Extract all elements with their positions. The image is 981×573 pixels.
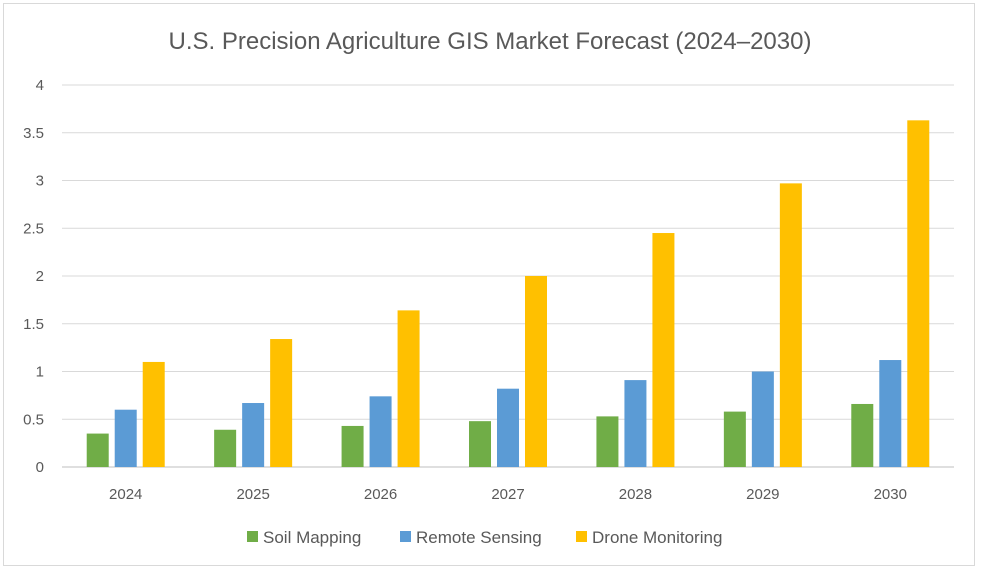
- bar-remote-sensing-2026: [369, 396, 392, 467]
- bar-remote-sensing-2029: [751, 371, 774, 467]
- bar-soil-mapping-2026: [341, 425, 364, 467]
- x-tick-label: 2029: [746, 486, 779, 503]
- y-tick-label: 4: [36, 77, 44, 94]
- x-axis-ticks: 2024 2025 2026 2027 2028 2029 2030: [109, 486, 907, 503]
- x-tick-label: 2025: [236, 486, 269, 503]
- bar-drone-monitoring-2025: [270, 339, 293, 467]
- bar-remote-sensing-2028: [624, 380, 647, 467]
- x-tick-label: 2024: [109, 486, 142, 503]
- bar-remote-sensing-2030: [879, 360, 902, 467]
- y-tick-label: 3.5: [23, 125, 44, 142]
- y-tick-label: 0.5: [23, 411, 44, 428]
- x-tick-label: 2028: [619, 486, 652, 503]
- chart-frame: [3, 3, 975, 566]
- x-tick-label: 2026: [364, 486, 397, 503]
- y-axis-ticks: 0 0.5 1 1.5 2 2.5 3 3.5 4: [23, 77, 44, 476]
- x-tick-label: 2030: [874, 486, 907, 503]
- bar-soil-mapping-2024: [86, 433, 109, 467]
- y-tick-label: 1.5: [23, 316, 44, 333]
- y-tick-label: 1: [36, 364, 44, 381]
- bar-remote-sensing-2025: [242, 403, 265, 467]
- bar-soil-mapping-2030: [851, 403, 874, 467]
- bar-soil-mapping-2025: [214, 429, 237, 467]
- legend-swatch: [400, 531, 411, 542]
- bar-drone-monitoring-2024: [142, 361, 165, 467]
- bar-soil-mapping-2028: [596, 416, 619, 467]
- y-tick-label: 2: [36, 268, 44, 285]
- bar-drone-monitoring-2027: [525, 276, 547, 467]
- legend-swatch: [576, 531, 587, 542]
- bar-drone-monitoring-2026: [397, 310, 420, 467]
- bar-drone-monitoring-2030: [907, 120, 930, 468]
- x-tick-label: 2027: [491, 486, 524, 503]
- bar-remote-sensing-2027: [497, 388, 519, 467]
- bar-soil-mapping-2029: [723, 411, 746, 467]
- chart-title: U.S. Precision Agriculture GIS Market Fo…: [169, 28, 812, 55]
- legend-label: Remote Sensing: [416, 528, 542, 547]
- legend: Soil Mapping Remote Sensing Drone Monitori…: [247, 528, 722, 547]
- bar-soil-mapping-2027: [469, 421, 491, 467]
- legend-swatch: [247, 531, 258, 542]
- bar-remote-sensing-2024: [114, 409, 137, 467]
- bars: [86, 120, 930, 468]
- legend-label: Soil Mapping: [263, 528, 361, 547]
- y-tick-label: 2.5: [23, 220, 44, 237]
- bar-drone-monitoring-2029: [779, 183, 802, 468]
- y-tick-label: 3: [36, 173, 44, 190]
- gridlines: [62, 84, 954, 468]
- y-tick-label: 0: [36, 459, 44, 476]
- legend-label: Drone Monitoring: [592, 528, 722, 547]
- bar-drone-monitoring-2028: [652, 233, 675, 467]
